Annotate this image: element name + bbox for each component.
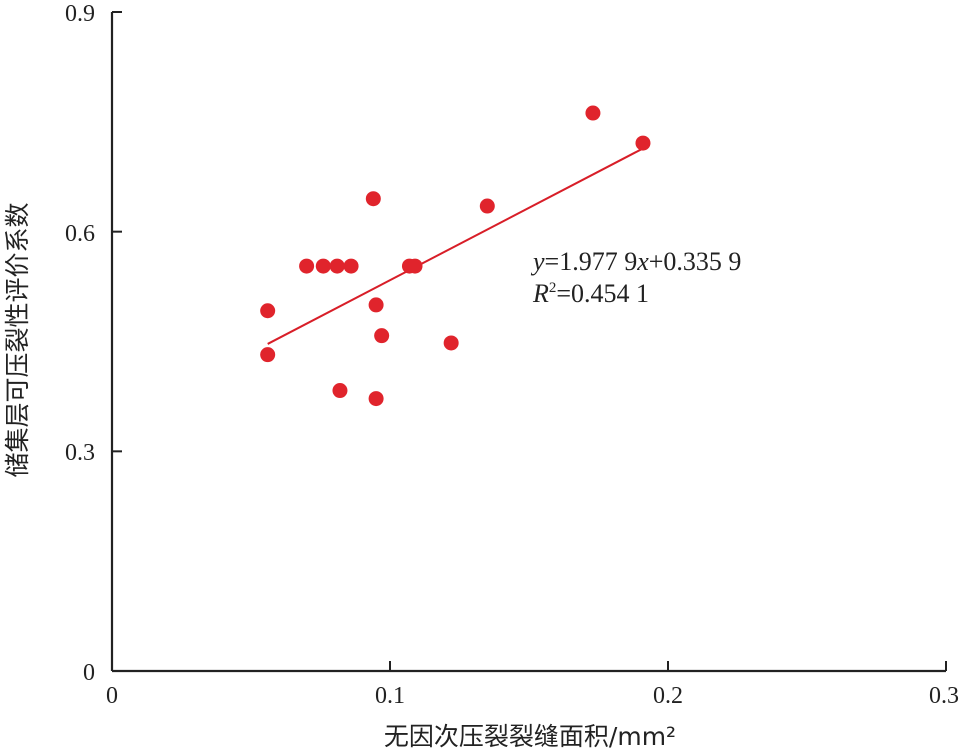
equation-intercept: +0.335 9 — [649, 247, 742, 276]
equation-y-variable: y — [530, 247, 545, 276]
equation-x-variable: x — [636, 247, 649, 276]
x-tick-label: 0.2 — [653, 683, 683, 709]
r-squared-value: =0.454 1 — [556, 279, 649, 308]
r-superscript: 2 — [549, 280, 557, 296]
data-point — [635, 135, 651, 151]
data-point — [443, 335, 459, 351]
data-point — [329, 258, 345, 274]
x-tick-labels: 0 0.1 0.2 0.3 — [106, 683, 959, 709]
data-point — [585, 105, 601, 121]
y-tick-marks — [112, 11, 122, 672]
x-tick-label: 0.3 — [929, 683, 959, 709]
x-tick-marks — [111, 661, 947, 671]
y-tick-label: 0.9 — [65, 1, 95, 27]
r-squared-label: R2=0.454 1 — [532, 279, 649, 308]
y-tick-label: 0.3 — [65, 440, 95, 466]
data-points — [260, 105, 651, 407]
data-point — [315, 258, 331, 274]
x-tick-label: 0 — [106, 683, 118, 709]
data-point — [332, 383, 348, 399]
data-point — [368, 391, 384, 407]
data-point — [299, 258, 315, 274]
regression-line — [267, 147, 644, 345]
data-point — [365, 191, 381, 207]
data-point — [374, 328, 390, 344]
data-point — [260, 347, 276, 363]
y-tick-label: 0 — [83, 660, 95, 686]
data-point — [260, 303, 276, 319]
data-point — [407, 258, 423, 274]
y-tick-label: 0.6 — [65, 221, 95, 247]
y-tick-labels: 0 0.3 0.6 0.9 — [65, 1, 95, 686]
data-point — [368, 297, 384, 313]
data-point — [343, 258, 359, 274]
equation-slope: =1.977 9 — [545, 247, 638, 276]
data-point — [479, 198, 495, 214]
r-variable: R — [532, 279, 549, 308]
regression-equation: y=1.977 9x+0.335 9 — [530, 247, 741, 276]
y-axis-title: 储集层可压裂性评价系数 — [3, 202, 32, 477]
x-tick-label: 0.1 — [375, 683, 405, 709]
x-axis-title: 无因次压裂裂缝面积/mm² — [384, 722, 676, 751]
